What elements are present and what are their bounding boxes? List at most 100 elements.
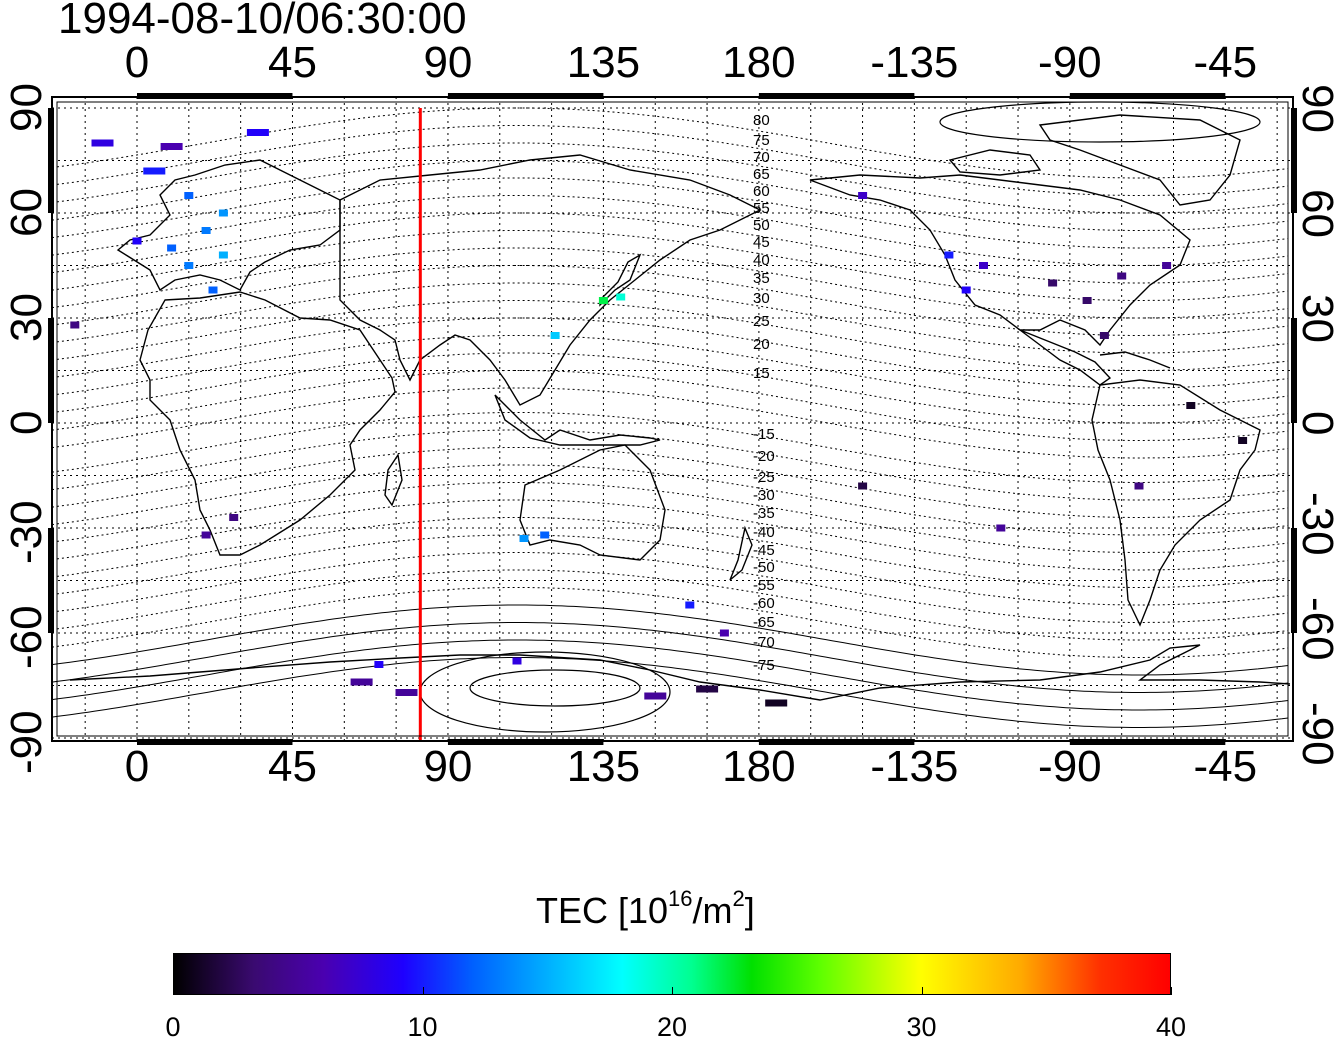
axis-tick-label: -45 xyxy=(1193,742,1258,791)
tec-point xyxy=(540,531,550,539)
axis-bar-top xyxy=(447,93,604,99)
contour-label: -20 xyxy=(753,448,775,465)
axis-tick-label: -135 xyxy=(870,38,959,87)
tec-point xyxy=(201,227,211,234)
contour-line xyxy=(51,552,1289,623)
contour-label: 65 xyxy=(753,166,770,183)
tec-point xyxy=(1134,482,1144,490)
tec-point xyxy=(229,514,239,521)
tec-point xyxy=(201,531,211,539)
axis-tick-label: -90 xyxy=(2,710,51,774)
contour-label: -35 xyxy=(753,505,775,522)
axis-tick-label: 90 xyxy=(423,742,473,791)
axis-tick-label: 0 xyxy=(2,410,51,435)
axis-bar-right xyxy=(1291,528,1297,633)
axis-tick-label: 0 xyxy=(1293,411,1342,436)
magnetic-latitude-contours xyxy=(51,101,1289,733)
contour-label: 30 xyxy=(753,290,770,307)
axis-bar-right xyxy=(1291,108,1297,213)
colorbar-tick xyxy=(1171,987,1172,995)
contour-pole-inner xyxy=(469,669,641,707)
contour-line xyxy=(51,534,1289,606)
tec-point xyxy=(1082,297,1092,304)
axis-tick-label: 45 xyxy=(267,38,317,87)
contour-label: 60 xyxy=(753,183,770,200)
tec-point xyxy=(218,251,228,259)
tec-point xyxy=(858,482,868,490)
tec-point xyxy=(1162,262,1172,269)
coast-antarctica xyxy=(69,644,1291,701)
contour-label: 80 xyxy=(753,112,770,129)
colorbar-tick xyxy=(422,987,424,995)
axis-tick-label: -30 xyxy=(1293,492,1342,556)
tec-point xyxy=(858,192,868,199)
tec-point xyxy=(350,678,373,686)
coast-north-america xyxy=(809,174,1191,347)
coast-arctic-islands xyxy=(948,149,1042,176)
contour-label: 55 xyxy=(753,200,770,217)
coast-caribbean xyxy=(1099,351,1171,369)
tec-point xyxy=(184,262,194,269)
tec-point xyxy=(1117,272,1127,280)
contour-label: -60 xyxy=(753,595,775,612)
axis-bar-top xyxy=(1069,93,1226,99)
tec-point xyxy=(979,262,988,269)
axis-tick-label: 135 xyxy=(566,38,641,87)
tec-point xyxy=(512,657,522,665)
tec-point xyxy=(519,535,529,542)
axis-tick-label: -45 xyxy=(1193,38,1258,87)
axis-tick-label: 0 xyxy=(124,742,150,791)
figure-title: 1994-08-10/06:30:00 xyxy=(58,0,467,43)
axis-tick-label: -30 xyxy=(2,500,51,564)
axis-tick-label: -60 xyxy=(2,605,51,669)
contour-north-pole xyxy=(939,101,1261,143)
colorbar-tick-label: 30 xyxy=(906,1012,937,1042)
colorbar-tick-label: 20 xyxy=(656,1012,688,1042)
contour-line xyxy=(51,639,1289,711)
axis-tick-label: -90 xyxy=(1293,702,1342,766)
coastlines xyxy=(69,114,1291,701)
contour-label: -65 xyxy=(753,614,775,631)
tec-point xyxy=(644,692,667,700)
tec-point xyxy=(218,209,228,217)
axis-tick-label: 60 xyxy=(1293,189,1342,238)
tec-point xyxy=(1099,332,1109,339)
coast-greenland xyxy=(1038,114,1241,206)
tec-point xyxy=(91,139,114,147)
tec-point xyxy=(184,192,194,199)
contour-line xyxy=(51,604,1289,676)
tec-point xyxy=(944,251,954,259)
tec-point xyxy=(719,629,729,637)
axis-bar-bottom xyxy=(447,739,604,745)
colorbar-tick-label: 10 xyxy=(407,1012,438,1042)
contour-label: 70 xyxy=(753,149,770,166)
tec-point xyxy=(208,286,218,294)
contour-label: 20 xyxy=(753,336,770,353)
axis-tick-label: 90 xyxy=(2,83,51,132)
coast-central-america xyxy=(1019,329,1112,386)
contour-line xyxy=(51,142,1289,214)
coast-indonesia xyxy=(494,394,661,446)
contour-label: -25 xyxy=(753,469,775,486)
colorbar-tick xyxy=(173,987,174,995)
tec-point xyxy=(395,689,418,696)
axis-tick-label: -135 xyxy=(870,742,959,791)
contour-label: 40 xyxy=(753,252,770,269)
coast-asia xyxy=(339,154,762,406)
contour-line xyxy=(51,247,1289,319)
axis-bar-bottom xyxy=(137,739,293,745)
colorbar-tick xyxy=(672,987,673,995)
contour-label: -75 xyxy=(753,657,775,674)
tec-point xyxy=(1048,279,1058,287)
axis-bar-left xyxy=(48,108,54,213)
axis-tick-label: 180 xyxy=(722,742,796,791)
tec-point xyxy=(1238,437,1248,444)
contour-line xyxy=(51,370,1289,441)
tec-point xyxy=(167,244,177,252)
colorbar-title: TEC [1016/m2] xyxy=(536,886,755,931)
contour-line xyxy=(51,195,1289,266)
tec-point xyxy=(996,524,1006,532)
contour-line xyxy=(51,107,1289,179)
contour-line xyxy=(51,352,1289,424)
